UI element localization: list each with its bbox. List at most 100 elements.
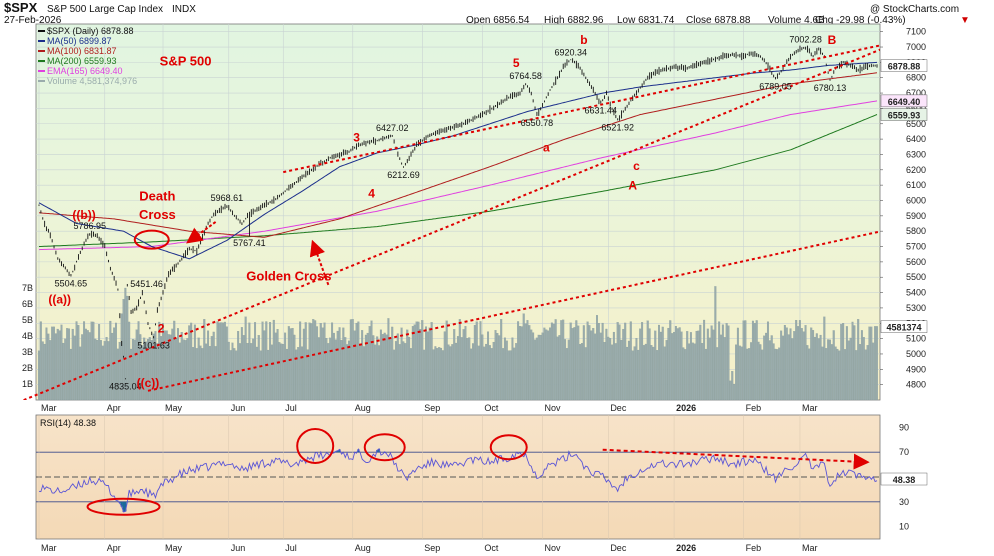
volume-bar [263,330,266,401]
volume-bar [197,337,200,401]
volume-bar [285,348,288,401]
volume-bar [537,334,540,401]
ma200-last-badge-bg [880,108,928,121]
price-y-tick-label: 4800 [906,380,926,390]
volume-y-tick-label: 5B [22,315,33,325]
price-panel: 5786.95 5504.65 4835.04 5451.46 5101.63 5968.… [21,23,928,413]
volume-bar [817,338,820,401]
volume-bar [490,348,493,401]
volume-bar [81,334,84,401]
date-label: 27-Feb-2026 [4,15,62,26]
volume-bar [532,332,535,401]
volume-bar [409,348,412,401]
volume-bar [648,328,651,401]
trendline [147,230,880,392]
price-y-axis: 4800490050005100520053005400550056005700… [880,27,926,390]
volume-bar [445,320,448,401]
volume-bars [37,286,878,401]
volume-bar [740,346,743,401]
volume-bar [633,346,636,401]
volume-bar [646,320,649,401]
volume-bar [385,334,388,401]
annotation-label: a [543,140,550,154]
volume-bar [795,320,798,401]
volume-bar [242,335,245,401]
volume-bar [549,327,552,401]
price-y-tick-label: 6700 [906,88,926,98]
volume-bar [806,345,809,401]
volume-bar [766,321,769,401]
volume-bar [609,338,612,401]
volume-bar [768,340,771,401]
volume-bar [90,321,93,401]
volume-y-tick-label: 1B [22,379,33,389]
volume-bar [857,319,860,401]
index-name: S&P 500 Large Cap Index [47,4,163,15]
rsi-title: RSI(14) 48.38 [40,418,96,428]
volume-bar [436,348,439,401]
volume-bar [287,326,290,401]
price-y-tick-label: 6200 [906,165,926,175]
volume-bar [661,326,664,401]
volume-bar [594,333,597,401]
rsi-highlight-ellipse [489,434,528,461]
volume-bar [178,342,181,401]
price-y-tick-label: 6500 [906,119,926,129]
price-y-tick-label: 5800 [906,226,926,236]
volume-bar [54,333,57,401]
trendlines [21,44,880,400]
price-x-tick-label: Jun [231,403,246,413]
volume-bar [451,344,454,401]
volume-bar [75,321,78,401]
volume-bar [573,327,576,401]
volume-bar [297,347,300,401]
volume-bar [116,348,119,401]
price-y-tick-label: 7000 [906,42,926,52]
volume-bar [552,323,555,401]
volume-bar [101,345,104,401]
volume-bar [208,346,211,401]
volume-bar [182,339,185,401]
volume-bar [233,348,236,401]
volume-bar [793,331,796,401]
price-x-tick-label: 2026 [676,403,696,413]
volume-bar [588,325,591,401]
rsi-divergence-arrow [602,448,870,470]
rsi-x-tick-label: Nov [545,543,562,553]
volume-bar [426,331,429,401]
volume-bar [757,341,760,401]
volume-bar [539,334,542,401]
price-y-tick-label: 5700 [906,242,926,252]
volume-bar [599,332,602,401]
rsi-x-tick-label: Mar [41,543,57,553]
volume-bar [175,338,178,401]
price-label: 5786.95 [73,221,106,231]
rsi-x-tick-label: 2026 [676,543,696,553]
volume-bar [180,332,183,401]
volume-bar [468,337,471,401]
volume-bar [83,321,86,401]
annotation-label: 4 [368,186,375,200]
volume-bar [671,333,674,401]
volume-bar [642,345,645,401]
volume-bar [875,326,878,401]
volume-bar [641,322,644,401]
volume-bar [257,335,260,401]
volume-bar [819,334,822,401]
volume-bar [742,320,745,401]
volume-bar [535,337,538,401]
volume-bar [58,330,61,401]
volume-bar [235,350,238,401]
volume-bar [291,327,294,401]
price-y-tick-label: 5900 [906,211,926,221]
annotation-label: ((b)) [72,208,95,222]
volume-bar [800,328,803,401]
volume-bar [308,322,311,401]
volume-bar [471,343,474,401]
volume-bar [808,348,811,401]
volume-bar [611,344,614,401]
volume-bar [325,338,328,401]
volume-value: Volume 4.6B [768,15,825,26]
price-x-tick-label: Aug [355,403,371,413]
